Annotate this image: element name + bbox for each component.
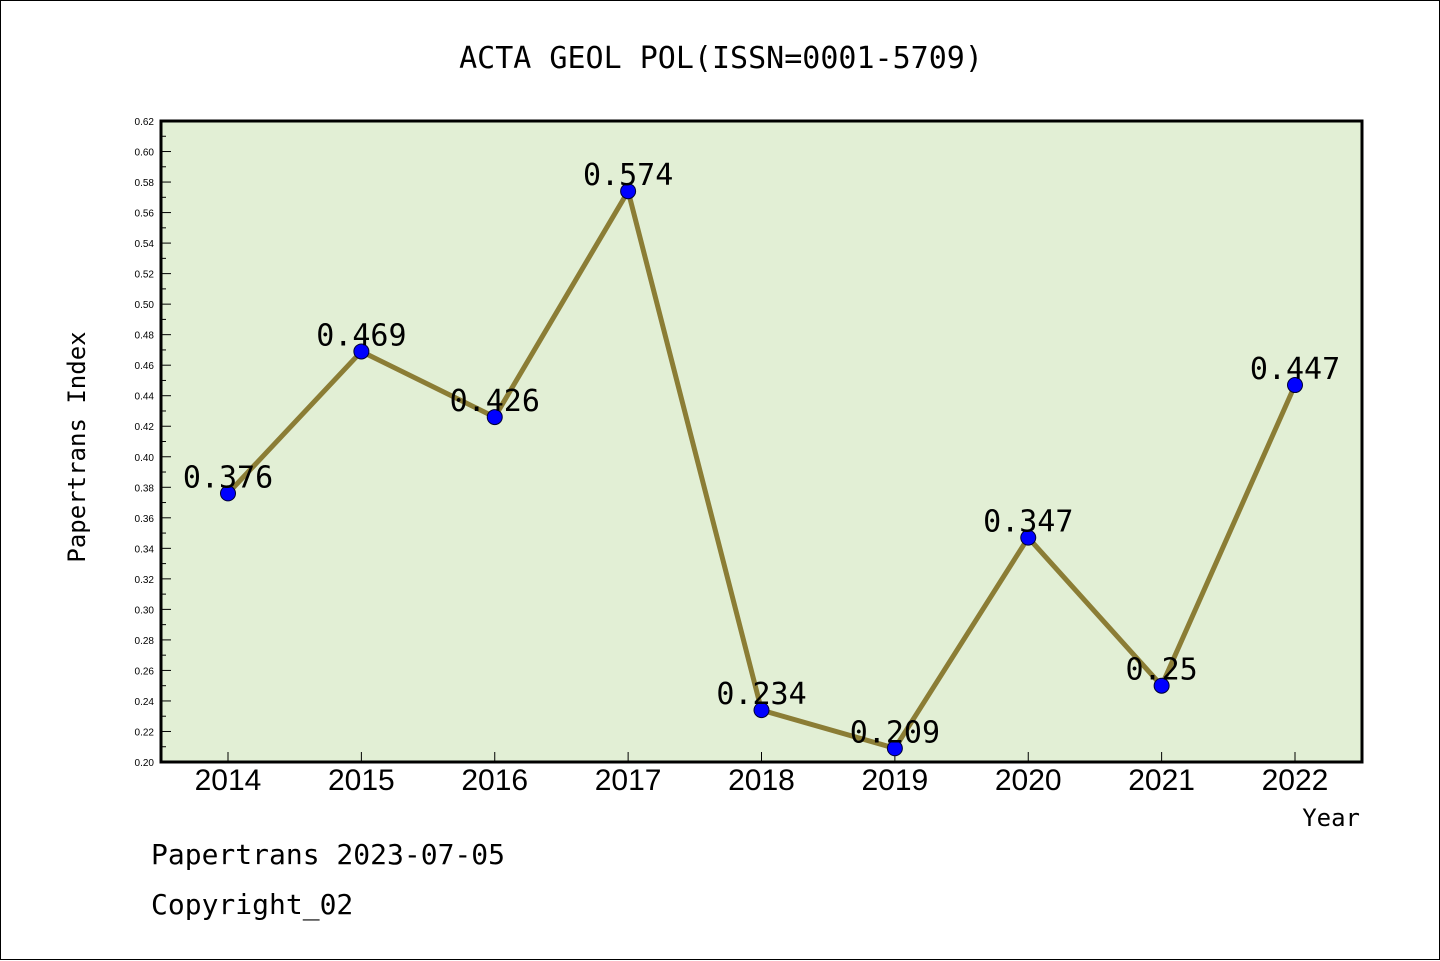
y-tick-label: 0.48 xyxy=(135,331,155,342)
data-label: 0.347 xyxy=(983,505,1073,540)
x-tick-label: 2017 xyxy=(595,764,662,797)
x-tick-label: 2014 xyxy=(195,764,262,797)
x-tick-label: 2022 xyxy=(1262,764,1329,797)
y-tick-label: 0.52 xyxy=(135,270,155,281)
data-point xyxy=(353,343,370,360)
y-tick-label: 0.58 xyxy=(135,178,155,189)
y-tick-label: 0.30 xyxy=(135,605,155,616)
x-tick-label: 2018 xyxy=(728,764,795,797)
y-tick-label: 0.50 xyxy=(135,300,155,311)
data-point xyxy=(1153,677,1170,694)
data-label: 0.447 xyxy=(1250,352,1340,387)
data-label: 0.209 xyxy=(850,715,940,750)
y-tick-label: 0.32 xyxy=(135,575,155,586)
data-label: 0.25 xyxy=(1126,653,1198,688)
data-label: 0.426 xyxy=(450,384,540,419)
x-axis: 2014 2015 2016 2017 2018 2019 2020 2021 2022 xyxy=(195,752,1329,797)
y-tick-label: 0.20 xyxy=(135,758,155,769)
y-axis-title: Papertrans Index xyxy=(63,331,91,562)
data-label: 0.234 xyxy=(716,677,806,712)
y-tick-label: 0.42 xyxy=(135,422,155,433)
x-axis-title: Year xyxy=(1302,804,1360,832)
data-label: 0.376 xyxy=(183,460,273,495)
footer-copyright: Copyright_02 xyxy=(151,888,353,922)
chart-title: ACTA GEOL POL(ISSN=0001-5709) xyxy=(459,41,983,76)
y-tick-label: 0.28 xyxy=(135,636,155,647)
data-point xyxy=(620,183,637,200)
y-tick-label: 0.54 xyxy=(135,239,155,250)
y-tick-label: 0.38 xyxy=(135,483,155,494)
y-tick-label: 0.46 xyxy=(135,361,155,372)
y-tick-label: 0.26 xyxy=(135,666,155,677)
x-tick-label: 2019 xyxy=(862,764,929,797)
x-tick-label: 2016 xyxy=(461,764,528,797)
y-tick-label: 0.56 xyxy=(135,209,155,220)
y-axis: 0.20 0.22 0.24 0.26 0.28 0.30 0.32 0.34 0.36 0.38… xyxy=(135,117,171,769)
data-point xyxy=(1287,377,1303,394)
x-tick-label: 2020 xyxy=(995,764,1062,797)
plot-border xyxy=(159,119,1364,764)
y-tick-label: 0.24 xyxy=(135,697,155,708)
y-tick-label: 0.40 xyxy=(135,453,155,464)
data-label: 0.469 xyxy=(316,318,406,353)
data-points xyxy=(220,183,1303,757)
x-tick-label: 2021 xyxy=(1128,764,1195,797)
data-point xyxy=(753,702,770,719)
x-tick-label: 2015 xyxy=(328,764,395,797)
y-tick-label: 0.60 xyxy=(135,148,155,159)
y-tick-label: 0.22 xyxy=(135,727,155,738)
y-tick-label: 0.36 xyxy=(135,514,155,525)
data-labels: 0.376 0.469 0.426 0.574 0.234 0.209 0.347 0.25 0… xyxy=(183,158,1340,750)
y-tick-label: 0.44 xyxy=(135,392,155,403)
y-tick-label: 0.62 xyxy=(135,117,155,128)
y-tick-label: 0.34 xyxy=(135,544,155,555)
data-point xyxy=(1020,529,1037,546)
footer-date: Papertrans 2023-07-05 xyxy=(151,838,505,871)
data-point xyxy=(886,740,903,757)
data-point xyxy=(486,409,503,426)
data-label: 0.574 xyxy=(583,158,673,193)
data-point xyxy=(220,485,236,502)
plot-area xyxy=(161,121,1362,762)
